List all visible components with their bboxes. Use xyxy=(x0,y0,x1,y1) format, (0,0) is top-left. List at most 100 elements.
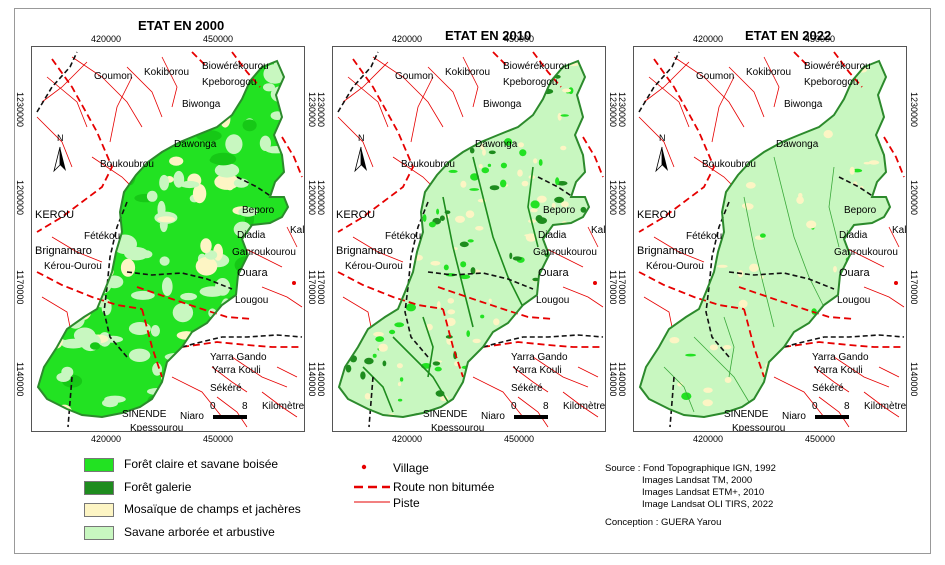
village-label-biowerekourou: Biowérékourou xyxy=(804,61,871,72)
legend-village-dot xyxy=(361,464,367,470)
village-label-lougou: Lougou xyxy=(235,295,269,306)
road-line xyxy=(337,58,414,233)
admin-boundary xyxy=(783,334,905,348)
village-label-lougou: Lougou xyxy=(837,295,871,306)
village-label-sinende: SINENDE xyxy=(423,409,468,420)
village-label-biwonga: Biwonga xyxy=(784,99,823,110)
village-label-diadia: Diadia xyxy=(538,230,567,241)
coord-left-y3: 1170000 xyxy=(617,270,627,305)
legend-label-mosaique: Mosaïque de champs et jachères xyxy=(124,502,301,516)
road-line xyxy=(191,51,208,68)
coord-bottom-x1: 420000 xyxy=(693,434,724,444)
study-area xyxy=(339,61,589,417)
map-canvas xyxy=(36,51,303,428)
road-line xyxy=(181,341,300,348)
village-label-brignamaro: Brignamaro xyxy=(35,245,92,257)
road-line xyxy=(793,51,810,68)
legend-label-village: Village xyxy=(393,461,429,475)
admin-boundary xyxy=(404,201,429,358)
coord-left-y1: 1230000 xyxy=(617,92,627,128)
road-line xyxy=(36,271,143,310)
north-label: N xyxy=(659,133,666,143)
village-label-goumon: Goumon xyxy=(94,71,133,82)
source-note: Source : Fond Topographique IGN, 1992 Im… xyxy=(605,463,776,510)
village-label-brignamaro: Brignamaro xyxy=(637,245,694,257)
road-line xyxy=(492,51,509,68)
coord-bottom-x2: 450000 xyxy=(504,434,535,444)
village-label-diadia: Diadia xyxy=(237,230,266,241)
village-label-diadia: Diadia xyxy=(839,230,868,241)
study-area xyxy=(640,61,890,417)
road-line xyxy=(638,58,715,233)
village-label-boukoubrou: Boukoubrou xyxy=(401,159,455,170)
coord-right-y2: 1200000 xyxy=(909,180,919,216)
scale-bar xyxy=(514,415,548,419)
coord-right-y1: 1230000 xyxy=(909,92,919,128)
coord-top-x2: 450000 xyxy=(203,34,234,44)
scale-label-unit: Kilomètres xyxy=(262,401,305,412)
study-area xyxy=(38,61,288,417)
village-label-ganroukourou: Ganroukourou xyxy=(533,247,597,258)
village-label-biwonga: Biwonga xyxy=(182,99,221,110)
north-arrow-icon xyxy=(53,146,66,173)
coord-top-x1: 420000 xyxy=(693,34,724,44)
legend-label-foret-claire: Forêt claire et savane boisée xyxy=(124,457,279,471)
village-label-ouara: Ouara xyxy=(538,267,569,279)
road-line xyxy=(582,136,604,178)
admin-boundary xyxy=(368,376,374,428)
village-label-ouara: Ouara xyxy=(237,267,268,279)
village-label-ganroukourou: Ganroukourou xyxy=(232,247,296,258)
coord-top-x1: 420000 xyxy=(392,34,423,44)
village-label-kpessourou: Kpessourou xyxy=(130,423,184,432)
scale-label-unit: Kilomètres xyxy=(563,401,606,412)
village-label-yarra-kouli: Yarra Kouli xyxy=(814,365,863,376)
village-label-goumon: Goumon xyxy=(696,71,735,82)
village-label-boukoubrou: Boukoubrou xyxy=(702,159,756,170)
coord-top-x2: 450000 xyxy=(805,34,836,44)
scale-label-zero: 0 xyxy=(812,401,818,412)
coord-left-y1: 1230000 xyxy=(15,92,25,128)
village-label-kerou-ourou: Kérou-Ourou xyxy=(345,261,403,272)
village-label-kali: Kali xyxy=(290,225,305,236)
admin-boundary xyxy=(705,201,730,358)
admin-boundary xyxy=(669,376,675,428)
village-label-beporo: Beporo xyxy=(242,205,275,216)
village-label-kokiborou: Kokiborou xyxy=(445,67,491,78)
study-area-border xyxy=(337,59,591,419)
village-label-yarra-gando: Yarra Gando xyxy=(511,352,568,363)
village-label-biowerekourou: Biowérékourou xyxy=(202,61,269,72)
scale-label-eight: 8 xyxy=(543,401,549,412)
admin-boundary xyxy=(537,176,574,198)
admin-boundary xyxy=(728,271,835,290)
admin-boundary xyxy=(838,176,875,198)
road-line xyxy=(231,51,261,88)
north-label: N xyxy=(57,133,64,143)
village-label-sekere: Sékéré xyxy=(511,383,543,394)
map-panel-3: N Goumon Kokiborou Biowérékourou Kpeborogou B… xyxy=(633,46,907,432)
scale-label-unit: Kilomètres xyxy=(864,401,907,412)
admin-boundary xyxy=(236,176,273,198)
village-label-yarra-gando: Yarra Gando xyxy=(210,352,267,363)
admin-boundary xyxy=(36,51,78,113)
map-canvas xyxy=(337,51,604,428)
study-area-border xyxy=(638,59,892,419)
village-label-kokiborou: Kokiborou xyxy=(144,67,190,78)
panel-title-2022: ETAT EN 2022 xyxy=(745,28,832,43)
coord-left-y4: 1140000 xyxy=(617,362,627,397)
panel-title-2000: ETAT EN 2000 xyxy=(138,18,225,33)
village-label-kerou-ourou: Kérou-Ourou xyxy=(646,261,704,272)
village-label-dawonga: Dawonga xyxy=(475,139,518,150)
map-frame xyxy=(14,8,931,554)
village-label-kpessourou: Kpessourou xyxy=(431,423,485,432)
coord-left-y4: 1140000 xyxy=(316,362,326,397)
scale-bar xyxy=(213,415,247,419)
village-label-yarra-kouli: Yarra Kouli xyxy=(212,365,261,376)
legend-line-symbols xyxy=(354,464,390,503)
north-arrow-icon xyxy=(655,146,668,173)
admin-boundary xyxy=(181,334,303,348)
map-canvas xyxy=(638,51,905,428)
road-line xyxy=(532,51,562,88)
village-label-biowerekourou: Biowérékourou xyxy=(503,61,570,72)
coord-bottom-x1: 420000 xyxy=(91,434,122,444)
village-label-kerou-ourou: Kérou-Ourou xyxy=(44,261,102,272)
